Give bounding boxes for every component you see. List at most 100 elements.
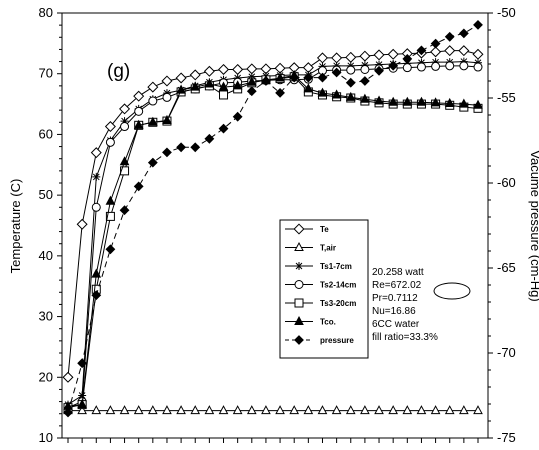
data-point	[162, 147, 172, 158]
y2-tick-label: -55	[497, 90, 516, 105]
series-tco-	[63, 69, 483, 410]
y-tick-label: 20	[39, 369, 53, 384]
legend-item: Ts1-7cm	[285, 262, 352, 271]
data-point	[459, 98, 469, 108]
data-point	[133, 119, 144, 129]
data-point	[317, 405, 328, 415]
y2-tick-label: -70	[497, 345, 516, 360]
y-tick-label: 50	[39, 187, 53, 202]
legend-item: Ts2-14cm	[285, 280, 356, 290]
data-point	[120, 117, 129, 126]
data-point	[416, 405, 427, 415]
data-point	[92, 172, 101, 181]
legend-item: T,air	[285, 241, 336, 253]
data-point	[459, 61, 469, 71]
y2-tick-label: -75	[497, 430, 516, 445]
data-point	[162, 114, 172, 124]
annotation-line: Re=672.02	[372, 280, 422, 291]
data-point	[431, 61, 441, 71]
data-point	[91, 202, 101, 212]
series-line	[67, 61, 479, 406]
series-layer	[62, 19, 484, 418]
data-point	[303, 83, 314, 93]
y-tick-label: 30	[39, 309, 53, 324]
data-point	[374, 95, 384, 105]
data-point	[190, 405, 201, 415]
data-point	[359, 50, 371, 62]
series-line	[67, 75, 479, 407]
y-axis-left: 10 20 30 40 50 60 70 80	[39, 5, 62, 445]
data-point	[77, 399, 87, 409]
data-point	[62, 371, 74, 383]
data-point	[218, 123, 229, 134]
data-point	[91, 405, 102, 415]
data-point	[119, 205, 130, 216]
data-point	[204, 133, 215, 144]
data-point	[204, 405, 215, 415]
legend-item: Te	[285, 223, 329, 235]
data-point	[261, 405, 271, 415]
data-point	[63, 407, 73, 418]
legend-item: pressure	[285, 335, 354, 345]
legend-marker	[294, 315, 304, 325]
data-point	[162, 92, 172, 102]
y-axis-title: Temperature (C)	[8, 179, 23, 274]
plot-frame	[61, 12, 489, 439]
legend-item: Ts3-20cm	[285, 298, 356, 308]
data-point	[388, 60, 399, 71]
data-point	[105, 195, 116, 205]
data-point	[133, 181, 144, 192]
data-point	[402, 96, 413, 106]
y2-tick-label: -60	[497, 175, 516, 190]
data-point	[246, 76, 257, 86]
data-point	[119, 405, 130, 415]
series-line	[67, 76, 479, 409]
data-point	[133, 405, 144, 415]
data-point	[430, 405, 441, 415]
legend-label: Te	[320, 225, 329, 234]
data-point	[275, 405, 285, 415]
annotation-line: 6CC water	[372, 319, 420, 330]
data-point	[246, 86, 257, 97]
data-point	[218, 63, 230, 75]
data-point	[147, 157, 158, 168]
data-point	[232, 111, 243, 122]
y-tick-label: 80	[39, 5, 53, 20]
data-point	[261, 76, 271, 86]
data-point	[303, 72, 314, 83]
data-point	[359, 76, 370, 86]
data-point	[316, 52, 328, 64]
legend-label: pressure	[320, 336, 354, 345]
legend-label: Ts3-20cm	[320, 299, 356, 308]
legend-label: T,air	[320, 244, 336, 253]
data-point	[388, 96, 399, 106]
data-point	[360, 64, 370, 74]
data-point	[360, 93, 370, 103]
data-point	[331, 89, 342, 99]
data-point	[90, 147, 102, 159]
y-axis-right: -75 -70 -65 -60 -55 -50	[488, 5, 516, 445]
data-point	[120, 122, 130, 132]
data-point	[317, 72, 328, 83]
data-point	[473, 19, 483, 30]
legend-marker	[294, 298, 304, 308]
series-pressure	[63, 19, 483, 418]
data-point	[345, 77, 356, 88]
data-point	[176, 84, 186, 94]
data-point	[444, 97, 455, 107]
data-point	[161, 75, 173, 87]
legend: Te T,air Ts1-7cm Ts2-14cm Ts3-20cm Tco. pressu…	[279, 219, 369, 359]
legend-label: Ts2-14cm	[320, 281, 356, 290]
data-point	[416, 96, 427, 106]
data-point	[430, 38, 441, 49]
data-point	[232, 405, 243, 415]
data-point	[275, 72, 285, 82]
data-point	[76, 218, 88, 230]
data-point	[373, 49, 385, 61]
series-ts2-14cm	[63, 61, 483, 413]
data-point	[147, 405, 158, 415]
data-point	[190, 142, 201, 153]
data-point	[189, 69, 201, 81]
data-point	[232, 63, 244, 75]
data-point	[387, 48, 399, 60]
